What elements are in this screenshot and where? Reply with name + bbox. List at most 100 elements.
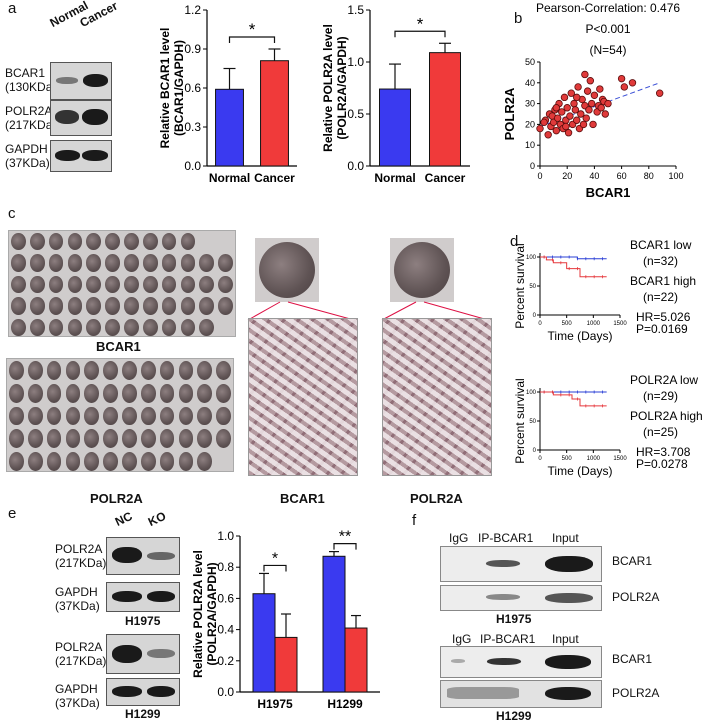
tissue-core	[199, 297, 215, 315]
x-tick-label: 1500	[613, 456, 627, 462]
x-tick-label: H1299	[327, 697, 363, 711]
ihc-core-polr2a	[390, 238, 454, 302]
tissue-core	[48, 318, 64, 336]
x-tick-label: 1500	[613, 321, 627, 327]
tissue-microarray-polr2a	[6, 358, 234, 472]
western-blot-polr2a-h1975	[106, 537, 180, 575]
x-tick-label: 1000	[587, 321, 601, 327]
x-tick-label: 0	[537, 171, 542, 181]
blot-name: POLR2A	[55, 542, 103, 556]
data-point	[628, 79, 637, 87]
bar	[215, 88, 244, 167]
data-point	[562, 122, 570, 131]
y-axis-label: Relative POLR2A level(POLR2A/GAPDH)	[321, 24, 349, 152]
y-axis-label: Percent survival	[513, 378, 527, 463]
tissue-core	[180, 297, 196, 315]
data-point	[553, 114, 562, 122]
y-tick-label: 0	[530, 161, 535, 171]
tissue-core	[218, 254, 233, 272]
tissue-core	[159, 406, 175, 426]
significance-bracket	[394, 30, 446, 38]
panel-label-f: f	[412, 512, 417, 529]
y-axis-label: POLR2A	[502, 87, 517, 140]
chart-title-n: (N=54)	[589, 43, 626, 57]
y-axis-label: Percent survival	[513, 243, 527, 328]
y-tick-label: 50	[529, 284, 536, 290]
y-tick-label: 0	[533, 313, 537, 319]
y-axis-label: Relative POLR2A level(POLR2A/GAPDH)	[191, 550, 219, 678]
tissue-core	[9, 406, 24, 426]
tissue-core	[140, 452, 156, 471]
x-tick-label: 80	[644, 171, 654, 181]
y-tick-label: 50	[525, 57, 535, 67]
tissue-core	[46, 406, 62, 426]
x-tick-label: 1000	[587, 456, 601, 462]
data-point	[582, 114, 590, 122]
x-tick-label: 40	[589, 171, 599, 181]
data-point	[596, 85, 604, 93]
tissue-core	[48, 297, 64, 315]
tissue-core	[122, 361, 137, 380]
data-point	[552, 126, 561, 135]
data-point	[577, 110, 585, 118]
tissue-core	[161, 297, 177, 315]
data-point	[563, 104, 571, 112]
tissue-core	[48, 254, 64, 272]
data-point	[574, 83, 582, 91]
data-point	[573, 116, 581, 124]
blot-label-gapdh-h1299: GAPDH (37KDa)	[55, 682, 100, 710]
cell-line-label-h1299-e: H1299	[125, 707, 161, 721]
blot-size: (217KDa)	[55, 654, 107, 668]
lane-label-igg-h1299: IgG	[452, 632, 472, 646]
y-tick-label: 0.8	[217, 560, 234, 574]
tissue-core	[11, 318, 26, 336]
cell-line-label-h1975-e: H1975	[125, 614, 161, 628]
data-point	[620, 83, 629, 91]
tissue-core	[67, 233, 83, 251]
tissue-core	[142, 233, 158, 251]
legend-low-name: POLR2A low	[630, 373, 698, 387]
tissue-core	[29, 233, 45, 251]
tissue-core	[199, 254, 215, 272]
tissue-core	[84, 452, 100, 471]
y-tick-label: 0.0	[184, 159, 201, 173]
tissue-core	[48, 275, 64, 294]
western-blot-gapdh	[50, 140, 112, 172]
panel-label-d: d	[510, 233, 519, 250]
lane-label-ip-bcar1-h1299: IP-BCAR1	[480, 632, 536, 646]
blot-size: (37KDa)	[55, 696, 100, 710]
scatter-chart-correlation: Pearson-Correlation: 0.476 P<0.001 (N=54) 0…	[502, 1, 684, 200]
cell-line-label-h1975-f: H1975	[496, 612, 532, 626]
y-tick-label: 0.6	[217, 591, 234, 605]
significance-bracket	[263, 564, 287, 572]
x-tick-label: 500	[562, 321, 573, 327]
tissue-core	[199, 275, 215, 294]
data-point	[583, 87, 592, 95]
tissue-core	[84, 383, 100, 403]
blot-label-polr2a-h1975-f: POLR2A	[612, 590, 660, 604]
tissue-core	[142, 297, 158, 315]
blot-size: (130KDa)	[5, 80, 57, 94]
x-tick-label: 20	[562, 171, 572, 181]
bar	[260, 60, 289, 167]
data-point	[586, 77, 595, 85]
significance-star: *	[417, 14, 424, 33]
blot-label-polr2a-h1299-f: POLR2A	[612, 686, 660, 700]
tissue-core	[67, 254, 83, 272]
tissue-core	[46, 361, 62, 380]
data-point	[552, 104, 561, 112]
y-tick-label: 100	[526, 255, 537, 261]
tissue-core	[9, 383, 24, 403]
x-tick-label: Cancer	[254, 171, 295, 185]
tissue-core	[197, 361, 213, 380]
data-point	[566, 112, 574, 120]
significance-bracket	[228, 36, 276, 43]
y-tick-label: 0.0	[347, 159, 364, 173]
data-point	[585, 106, 593, 114]
blot-name: POLR2A	[55, 640, 103, 654]
micrograph-label-bcar1: BCAR1	[280, 491, 325, 506]
western-blot-gapdh-h1975	[106, 582, 180, 612]
zoom-lines-bcar1	[247, 301, 355, 321]
lane-label-nc-h1975: NC	[112, 508, 135, 530]
